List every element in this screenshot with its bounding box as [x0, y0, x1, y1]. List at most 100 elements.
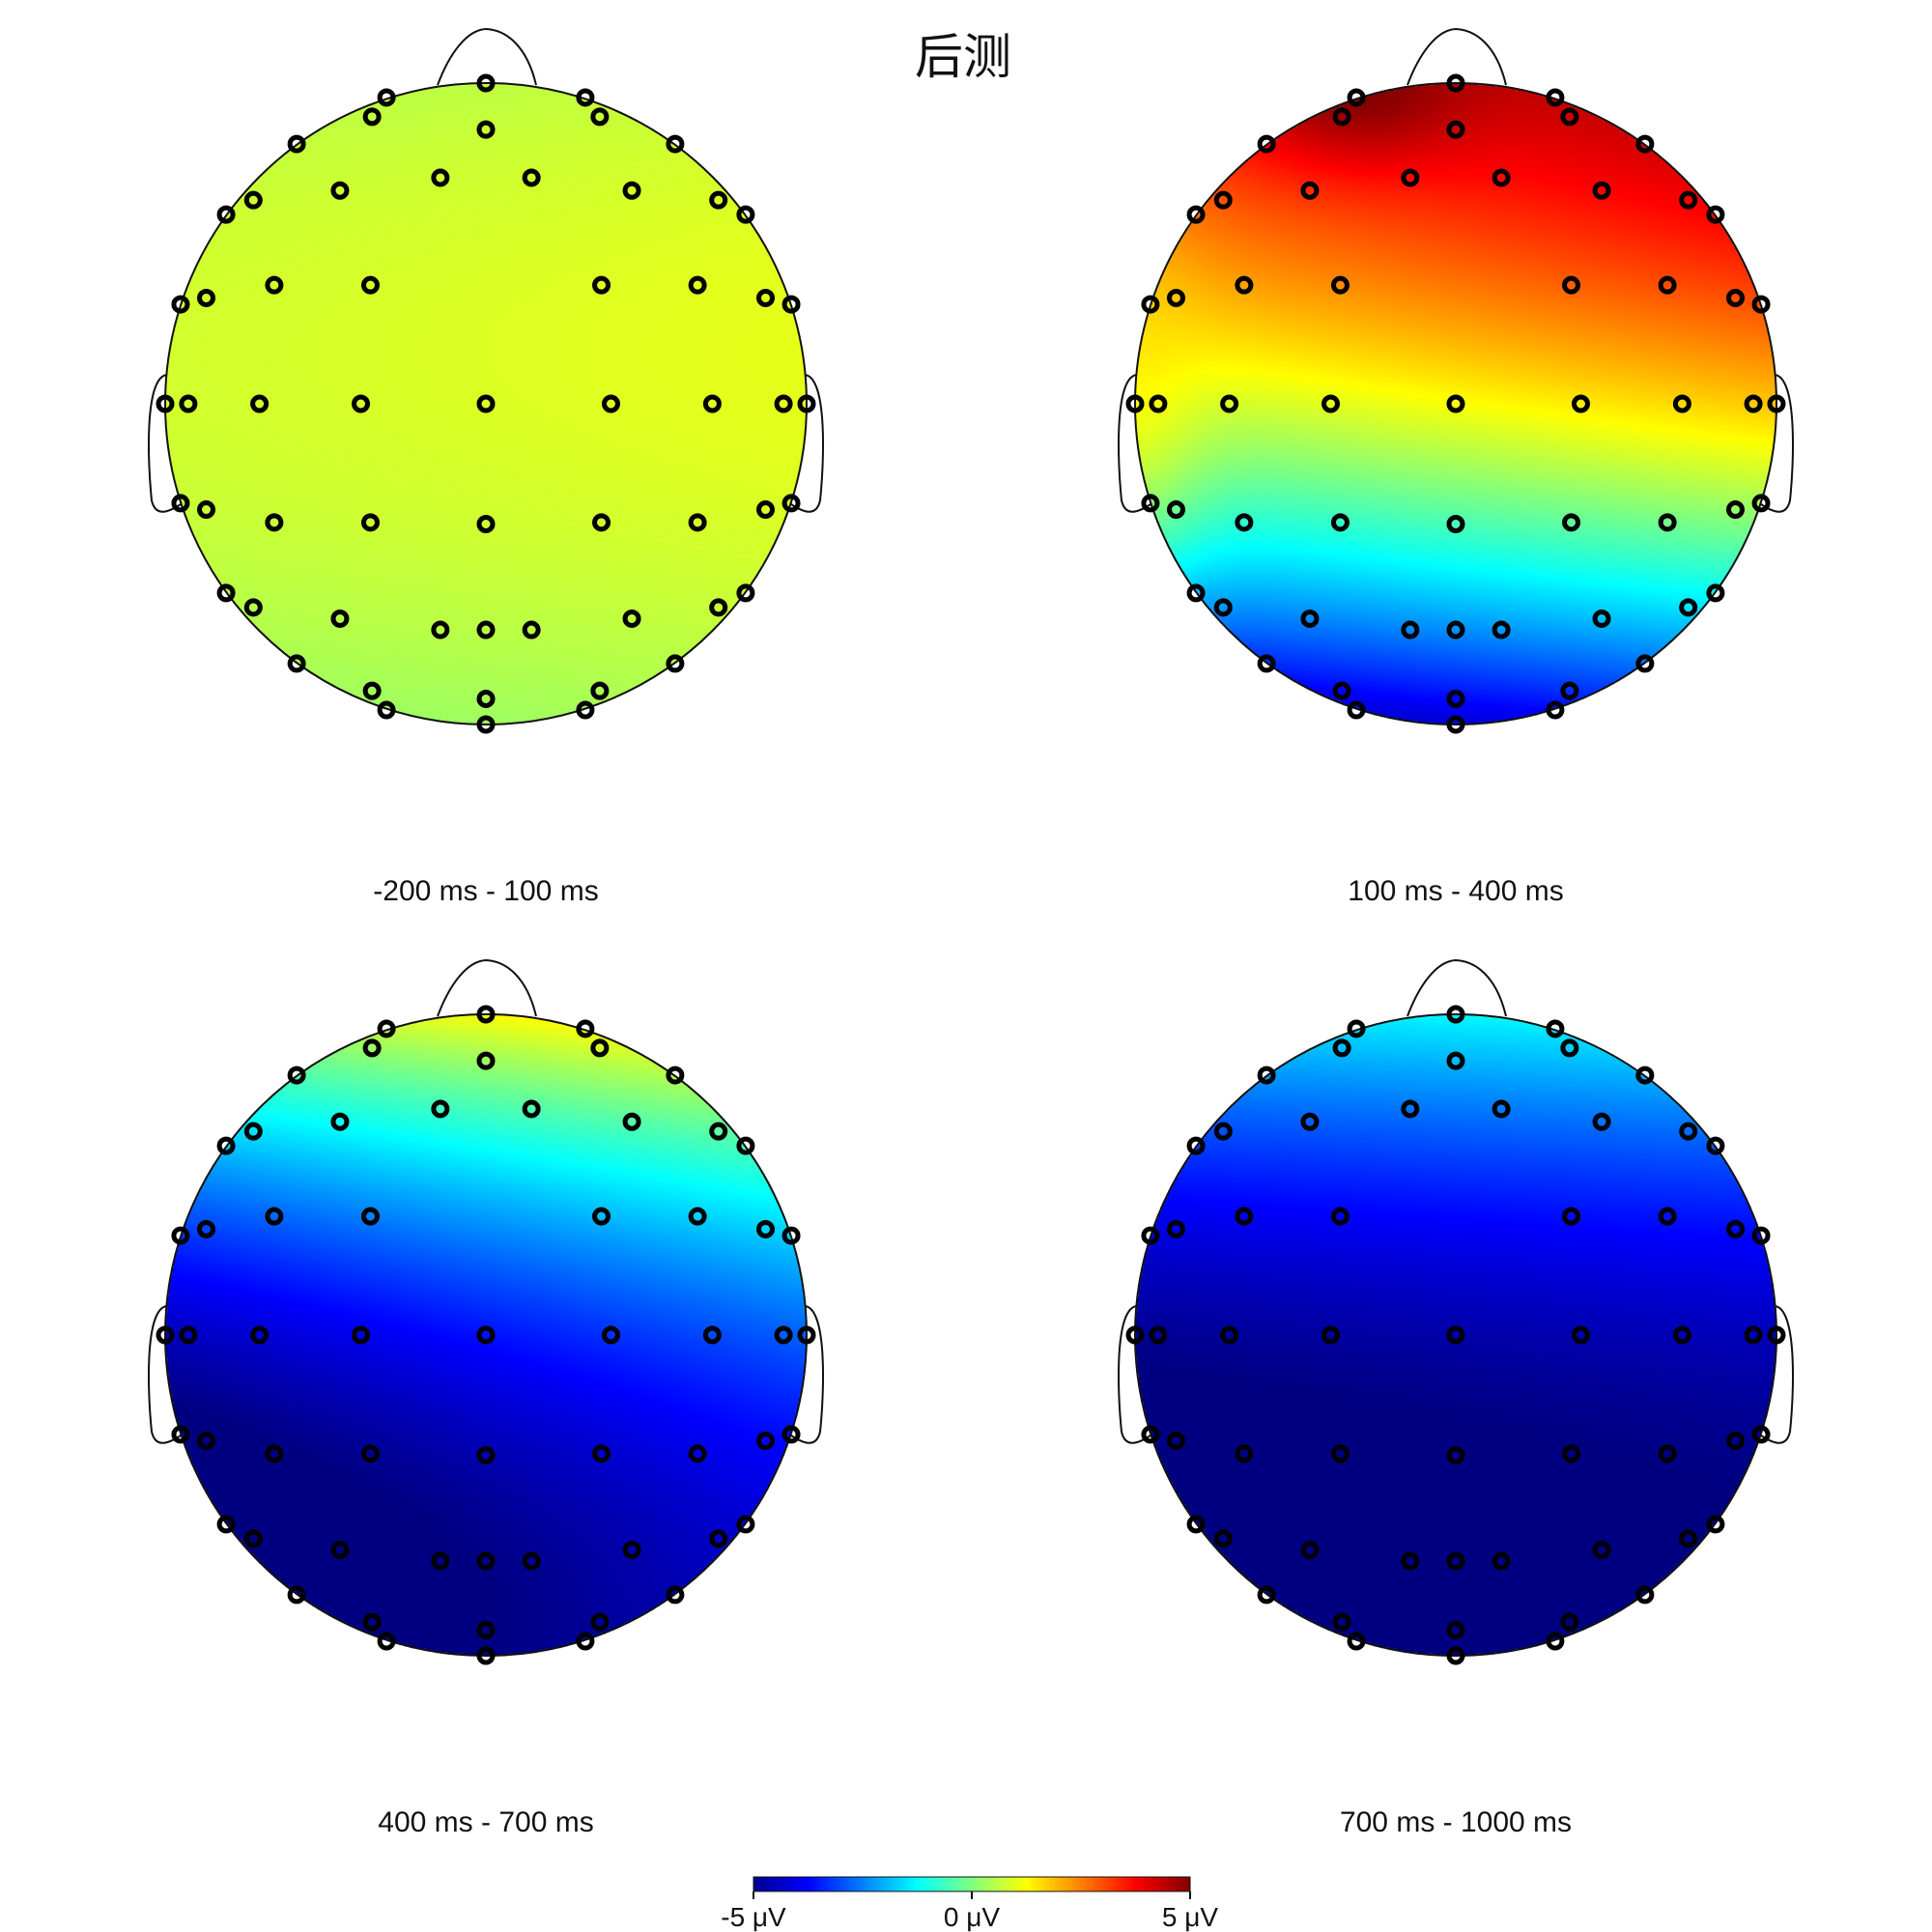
electrode-marker [1235, 275, 1254, 295]
topomap-heatmap [1135, 83, 1776, 724]
head-outline [1134, 1013, 1777, 1657]
electrode-marker [1560, 1038, 1579, 1058]
topomap-heatmap [165, 1014, 807, 1656]
electrode-marker [1300, 1540, 1320, 1559]
electrode-marker [1321, 1325, 1341, 1345]
electrode-marker [592, 1207, 611, 1226]
electrode-marker [666, 654, 685, 673]
electrode-marker [476, 120, 496, 139]
electrode-marker [1751, 494, 1771, 513]
electrode-marker [1330, 1444, 1350, 1463]
electrode-marker [330, 609, 350, 628]
electrode-marker [476, 1646, 496, 1665]
electrode-marker [1446, 620, 1465, 639]
map-time-label: 100 ms - 400 ms [1348, 875, 1563, 907]
electrode-marker [688, 1207, 707, 1226]
electrode-marker [1679, 1529, 1698, 1548]
electrode-marker [431, 168, 450, 187]
electrode-marker [1401, 1551, 1420, 1571]
electrode-marker [476, 394, 496, 413]
electrode-marker [576, 1019, 595, 1038]
electrode-marker [1446, 689, 1465, 708]
electrode-marker [756, 500, 776, 520]
electrode-marker [622, 1112, 641, 1131]
electrode-marker [1213, 1122, 1233, 1141]
electrode-marker [688, 275, 707, 295]
electrode-marker [476, 620, 496, 639]
electrode-marker [360, 513, 380, 532]
electrode-marker [1546, 1019, 1565, 1038]
electrode-marker [702, 394, 722, 413]
electrode-marker [1446, 394, 1465, 413]
electrode-marker [1446, 120, 1465, 139]
electrode-marker [1592, 181, 1611, 200]
map-time-label: -200 ms - 100 ms [373, 875, 598, 907]
electrode-marker [1726, 1219, 1746, 1238]
electrode-marker [476, 1551, 496, 1571]
electrode-marker [377, 700, 396, 720]
electrode-marker [362, 1038, 382, 1058]
electrode-marker [1220, 394, 1239, 413]
electrode-marker [1592, 1112, 1611, 1131]
electrode-marker [1446, 73, 1465, 93]
electrode-marker [1767, 394, 1786, 413]
electrode-marker [576, 88, 595, 107]
electrode-marker [1300, 181, 1320, 200]
electrode-marker [1235, 1444, 1254, 1463]
figure-title: 后测 [915, 29, 1011, 85]
electrode-marker [1679, 190, 1698, 210]
electrode-marker [216, 205, 236, 224]
electrode-marker [431, 1099, 450, 1119]
electrode-marker [1186, 1136, 1206, 1155]
electrode-marker [360, 1444, 380, 1463]
electrode-marker [1347, 1019, 1366, 1038]
electrode-marker [1446, 1646, 1465, 1665]
electrode-marker [330, 1540, 350, 1559]
topomap-heatmap [165, 83, 807, 724]
electrode-marker [797, 394, 816, 413]
nose-outline [1406, 958, 1507, 1017]
electrode-marker [709, 190, 728, 210]
electrode-marker [1706, 583, 1725, 603]
electrode-marker [156, 394, 175, 413]
electrode-marker [265, 275, 284, 295]
electrode-marker [522, 620, 541, 639]
electrode-marker [1492, 1551, 1511, 1571]
electrode-marker [666, 1065, 685, 1085]
electrode-marker [774, 394, 793, 413]
electrode-marker [171, 1425, 190, 1444]
electrode-marker [1186, 205, 1206, 224]
electrode-marker [179, 394, 198, 413]
electrode-marker [1446, 1005, 1465, 1024]
electrode-marker [1347, 700, 1366, 720]
electrode-marker [1571, 1325, 1590, 1345]
electrode-marker [476, 1005, 496, 1024]
electrode-marker [1257, 654, 1276, 673]
electrode-marker [1166, 500, 1185, 520]
electrode-marker [1560, 107, 1579, 127]
map-time-label: 700 ms - 1000 ms [1340, 1806, 1572, 1838]
electrode-marker [1706, 205, 1725, 224]
electrode-marker [666, 134, 685, 154]
electrode-marker [196, 500, 215, 520]
electrode-marker [265, 513, 284, 532]
electrode-marker [1744, 394, 1763, 413]
electrode-marker [1751, 295, 1771, 314]
topomap: 400 ms - 700 ms [147, 958, 825, 1838]
topomap: 700 ms - 1000 ms [1117, 958, 1795, 1838]
electrode-marker [216, 1515, 236, 1534]
electrode-marker [1330, 275, 1350, 295]
colorbar-tick-label-max: 5 μV [1162, 1902, 1218, 1932]
electrode-marker [590, 1612, 610, 1632]
electrode-marker [1635, 134, 1655, 154]
electrode-marker [362, 107, 382, 127]
electrode-marker [243, 598, 263, 617]
electrode-marker [1446, 1551, 1465, 1571]
electrode-marker [736, 583, 755, 603]
electrode-marker [1401, 620, 1420, 639]
electrode-marker [522, 1099, 541, 1119]
electrode-marker [1562, 1444, 1581, 1463]
electrode-marker [1672, 394, 1691, 413]
electrode-marker [352, 394, 371, 413]
